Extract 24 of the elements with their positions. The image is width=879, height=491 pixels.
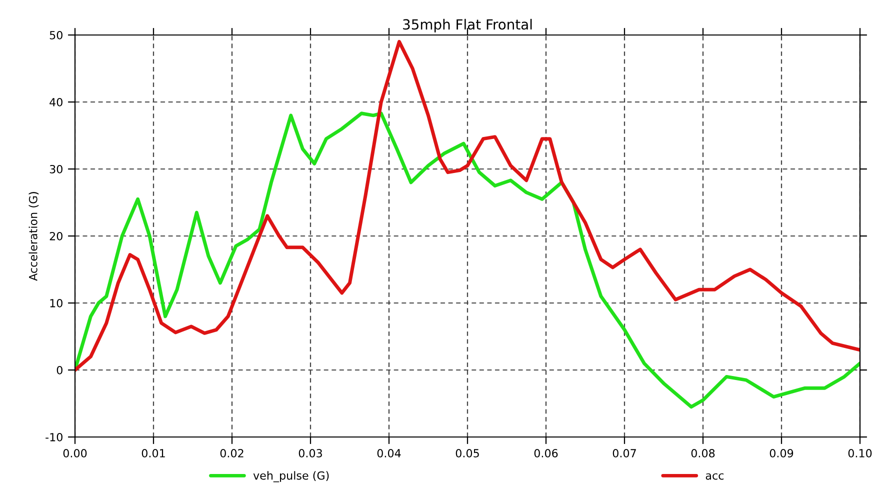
x-tick-label: 0.01 xyxy=(142,449,165,458)
x-tick-label: 0.03 xyxy=(298,449,322,458)
x-tick-label: 0.06 xyxy=(534,449,558,458)
y-tick-label: 40 xyxy=(50,98,62,106)
x-tick-label: 0.08 xyxy=(691,449,715,458)
line-series xyxy=(75,40,860,372)
legend-label: acc xyxy=(706,473,724,480)
x-tick-label: 0.00 xyxy=(63,449,87,458)
y-tick-label: 30 xyxy=(50,164,62,174)
y-tick-label: 50 xyxy=(50,30,62,40)
x-tick-label: 0.07 xyxy=(612,449,636,458)
x-tick-label: 0.05 xyxy=(456,449,479,458)
chart-title: 35mph Flat Frontal xyxy=(403,18,532,32)
y-tick-label: 10 xyxy=(50,298,62,308)
x-tick-label: 0.09 xyxy=(770,449,794,458)
line-series xyxy=(75,112,860,409)
y-tick-label: 20 xyxy=(50,232,62,240)
x-tick-label: 0.02 xyxy=(220,449,244,458)
y-tick-label: -10 xyxy=(46,432,62,442)
y-tick-label: 0 xyxy=(56,366,62,374)
y-axis-title: Acceleration (G) xyxy=(28,192,39,281)
x-tick-label: 0.10 xyxy=(848,449,872,458)
x-tick-label: 0.04 xyxy=(377,449,401,458)
legend-label: veh_pulse (G) xyxy=(253,471,329,482)
